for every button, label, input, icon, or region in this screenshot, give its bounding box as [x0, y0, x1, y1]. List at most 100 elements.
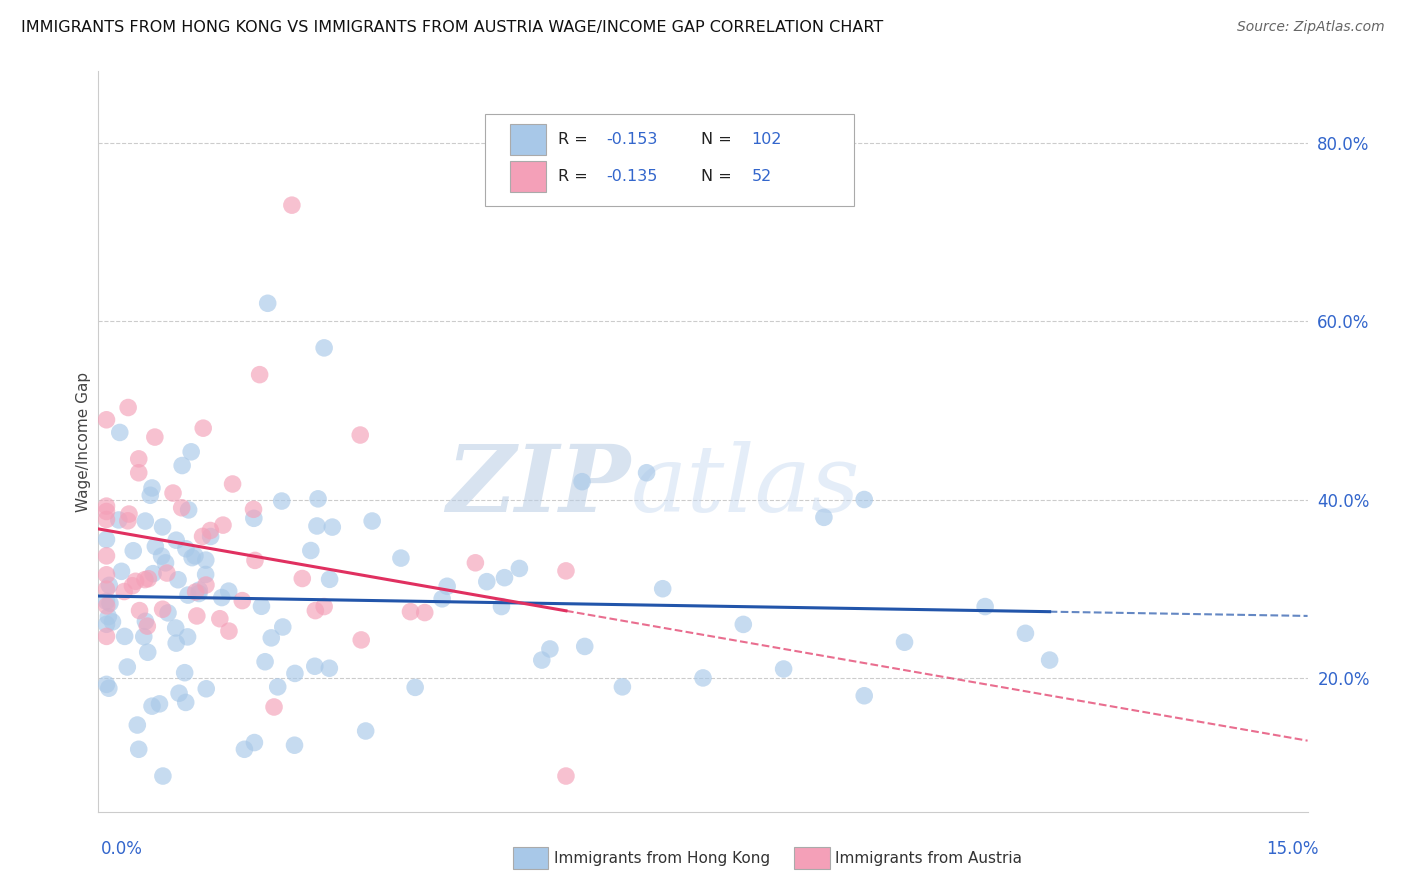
Point [136, 645, 159, 659]
Point [96, 582, 118, 596]
Point [165, 533, 187, 548]
Point [413, 606, 436, 620]
Point [167, 573, 190, 587]
Point [194, 578, 217, 592]
Point [184, 549, 207, 563]
Point [530, 653, 553, 667]
Point [267, 680, 290, 694]
Point [156, 606, 179, 620]
Bar [509, 124, 546, 155]
Point [491, 599, 513, 614]
Point [96, 504, 118, 518]
Point [132, 630, 155, 644]
Point [128, 604, 150, 618]
Text: atlas: atlas [630, 441, 860, 531]
Point [231, 593, 253, 607]
Point [152, 520, 174, 534]
Point [772, 662, 794, 676]
Point [284, 666, 307, 681]
Y-axis label: Wage/Income Gap: Wage/Income Gap [76, 371, 91, 512]
Point [117, 401, 139, 415]
Point [117, 660, 139, 674]
Point [361, 514, 384, 528]
Point [243, 735, 266, 749]
Point [148, 697, 170, 711]
Point [176, 630, 198, 644]
Point [195, 681, 218, 696]
Point [174, 541, 197, 556]
Point [349, 428, 371, 442]
Point [96, 599, 118, 613]
Point [114, 629, 136, 643]
Point [152, 769, 174, 783]
Point [200, 524, 222, 538]
Point [96, 617, 118, 632]
Point [150, 549, 173, 564]
Point [128, 466, 150, 480]
Point [181, 550, 204, 565]
Point [156, 566, 179, 580]
Point [173, 665, 195, 680]
Text: N =: N = [700, 169, 737, 184]
Text: 15.0%: 15.0% [1267, 840, 1319, 858]
Point [464, 556, 486, 570]
Text: Immigrants from Austria: Immigrants from Austria [835, 851, 1022, 865]
Point [128, 451, 150, 466]
Point [283, 738, 305, 752]
Point [108, 513, 131, 527]
Point [305, 519, 328, 533]
Point [475, 574, 498, 589]
Point [692, 671, 714, 685]
Point [291, 572, 314, 586]
Point [143, 540, 166, 554]
Text: Immigrants from Hong Kong: Immigrants from Hong Kong [554, 851, 770, 865]
Point [97, 609, 120, 624]
Point [538, 642, 561, 657]
Text: ZIP: ZIP [446, 441, 630, 531]
Point [124, 574, 146, 589]
Point [221, 477, 243, 491]
Point [304, 604, 326, 618]
Point [318, 661, 340, 675]
Point [134, 615, 156, 629]
Point [304, 659, 326, 673]
Point [271, 620, 294, 634]
Point [571, 475, 593, 489]
Point [112, 584, 135, 599]
Point [404, 681, 426, 695]
Point [218, 584, 240, 599]
Point [96, 549, 118, 563]
Point [1039, 653, 1062, 667]
Point [651, 582, 673, 596]
Point [314, 341, 336, 355]
Point [165, 636, 187, 650]
Point [200, 529, 222, 543]
Point [177, 503, 200, 517]
Text: 102: 102 [751, 132, 782, 147]
FancyBboxPatch shape [485, 113, 855, 206]
Text: IMMIGRANTS FROM HONG KONG VS IMMIGRANTS FROM AUSTRIA WAGE/INCOME GAP CORRELATION: IMMIGRANTS FROM HONG KONG VS IMMIGRANTS … [21, 20, 883, 35]
Point [194, 567, 217, 582]
Point [141, 481, 163, 495]
Point [233, 742, 256, 756]
Point [121, 579, 143, 593]
Point [242, 502, 264, 516]
Point [101, 615, 124, 629]
Text: N =: N = [700, 132, 737, 147]
Point [96, 533, 118, 547]
Point [612, 680, 634, 694]
Text: R =: R = [558, 169, 593, 184]
Point [172, 458, 194, 473]
Point [110, 565, 132, 579]
Point [98, 596, 121, 610]
Point [430, 591, 453, 606]
Point [108, 425, 131, 440]
Point [96, 499, 118, 513]
Point [122, 543, 145, 558]
Point [162, 486, 184, 500]
Point [96, 677, 118, 691]
Point [494, 571, 516, 585]
Point [138, 572, 160, 586]
Point [314, 599, 336, 614]
Point [117, 514, 139, 528]
